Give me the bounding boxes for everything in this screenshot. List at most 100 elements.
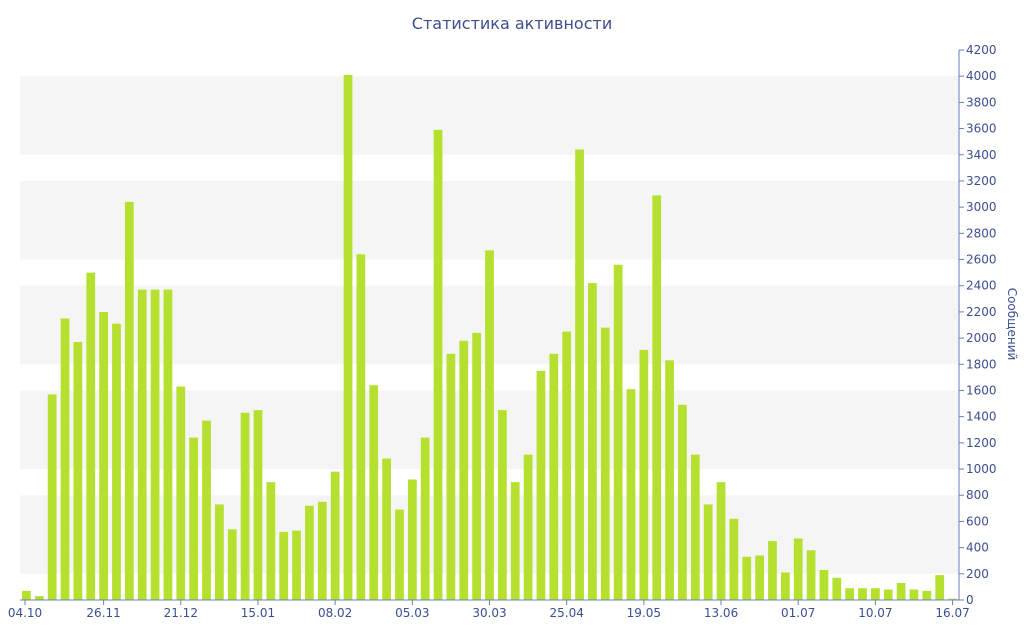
y-tick-label: 1200 xyxy=(966,436,997,450)
y-tick-label: 4000 xyxy=(966,69,997,83)
y-tick-label: 2600 xyxy=(966,253,997,267)
y-tick-label: 2400 xyxy=(966,279,997,293)
bar[interactable] xyxy=(253,410,263,600)
bar[interactable] xyxy=(639,349,649,600)
bar[interactable] xyxy=(395,509,404,600)
bar[interactable] xyxy=(626,389,636,600)
bar[interactable] xyxy=(588,283,597,600)
bar[interactable] xyxy=(652,195,662,601)
bar[interactable] xyxy=(472,332,482,600)
bar[interactable] xyxy=(202,420,211,600)
bar[interactable] xyxy=(909,589,919,600)
grid-band xyxy=(20,180,959,208)
bar[interactable] xyxy=(768,541,777,600)
x-tick-label: 15.01 xyxy=(241,606,275,620)
bar[interactable] xyxy=(227,529,237,600)
bar[interactable] xyxy=(73,342,83,600)
grid-band xyxy=(20,128,959,155)
bar[interactable] xyxy=(446,353,456,600)
x-tick-label: 04.10 xyxy=(8,606,42,620)
bar[interactable] xyxy=(806,550,816,600)
bar[interactable] xyxy=(922,590,932,600)
bar[interactable] xyxy=(832,577,842,600)
bar[interactable] xyxy=(215,504,224,600)
bar[interactable] xyxy=(47,394,57,600)
bar[interactable] xyxy=(703,504,713,600)
bar[interactable] xyxy=(549,353,559,600)
bar[interactable] xyxy=(742,556,752,600)
bar[interactable] xyxy=(124,201,134,600)
bar[interactable] xyxy=(420,437,430,600)
bar[interactable] xyxy=(356,254,366,601)
bar[interactable] xyxy=(189,437,199,600)
bar[interactable] xyxy=(536,370,546,600)
bar[interactable] xyxy=(485,250,494,601)
bar[interactable] xyxy=(729,518,739,600)
x-tick-label: 13.06 xyxy=(704,606,738,620)
bar[interactable] xyxy=(948,598,957,600)
grid-band xyxy=(20,207,959,234)
bar[interactable] xyxy=(883,589,893,600)
bar[interactable] xyxy=(510,482,520,600)
bar[interactable] xyxy=(755,555,764,600)
bar[interactable] xyxy=(678,404,687,600)
bar[interactable] xyxy=(22,590,31,600)
bar[interactable] xyxy=(99,311,108,600)
bar[interactable] xyxy=(562,331,572,600)
bar[interactable] xyxy=(382,458,391,600)
bar[interactable] xyxy=(497,410,507,600)
bar[interactable] xyxy=(433,129,443,600)
grid-band xyxy=(20,76,959,103)
bar[interactable] xyxy=(407,479,417,600)
bar[interactable] xyxy=(690,454,700,600)
bar[interactable] xyxy=(780,572,790,601)
bar[interactable] xyxy=(459,340,469,600)
bar[interactable] xyxy=(60,318,70,600)
bar[interactable] xyxy=(793,538,803,600)
bar[interactable] xyxy=(600,327,610,600)
x-tick-label: 08.02 xyxy=(318,606,352,620)
bar[interactable] xyxy=(240,412,250,600)
bar[interactable] xyxy=(86,272,96,600)
bar[interactable] xyxy=(858,588,867,600)
bar[interactable] xyxy=(163,289,173,600)
bar[interactable] xyxy=(575,149,584,600)
y-tick-label: 3200 xyxy=(966,174,997,188)
bar[interactable] xyxy=(317,501,327,600)
bar[interactable] xyxy=(176,386,186,600)
y-tick-label: 0 xyxy=(966,593,974,607)
bar[interactable] xyxy=(871,588,880,600)
bar[interactable] xyxy=(112,323,121,600)
bar[interactable] xyxy=(266,482,276,600)
grid-band xyxy=(20,50,959,77)
x-tick-label: 01.07 xyxy=(781,606,815,620)
y-tick-label: 2200 xyxy=(966,305,997,319)
bar[interactable] xyxy=(305,505,314,600)
y-tick-label: 800 xyxy=(966,488,989,502)
bar[interactable] xyxy=(343,74,353,600)
bar[interactable] xyxy=(665,360,674,600)
y-tick-label: 3600 xyxy=(966,122,997,136)
bar[interactable] xyxy=(34,596,44,600)
bar[interactable] xyxy=(292,530,301,600)
bar[interactable] xyxy=(819,569,829,600)
y-tick-label: 4200 xyxy=(966,43,997,57)
bar[interactable] xyxy=(845,588,855,600)
bar[interactable] xyxy=(137,289,147,600)
x-tick-label: 21.12 xyxy=(164,606,198,620)
bar[interactable] xyxy=(613,264,623,600)
bar[interactable] xyxy=(330,471,340,600)
bar[interactable] xyxy=(716,482,726,600)
chart-title: Статистика активности xyxy=(411,14,613,33)
bar[interactable] xyxy=(279,531,289,600)
bar[interactable] xyxy=(369,385,379,600)
bar[interactable] xyxy=(935,575,945,600)
grid-band xyxy=(20,102,959,129)
x-tick-label: 19.05 xyxy=(627,606,661,620)
bar[interactable] xyxy=(150,289,160,600)
bar[interactable] xyxy=(896,582,906,600)
y-tick-label: 200 xyxy=(966,567,989,581)
bar[interactable] xyxy=(523,454,533,600)
x-tick-label: 16.07 xyxy=(935,606,969,620)
